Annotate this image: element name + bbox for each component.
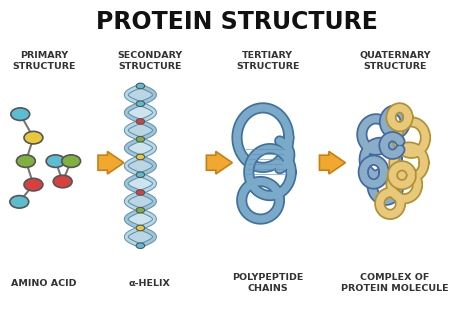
Text: QUATERNARY
STRUCTURE: QUATERNARY STRUCTURE: [359, 51, 430, 71]
Circle shape: [24, 178, 43, 191]
Circle shape: [136, 83, 145, 89]
Text: PRIMARY
STRUCTURE: PRIMARY STRUCTURE: [12, 51, 75, 71]
Text: α-HELIX: α-HELIX: [129, 279, 171, 288]
Text: TERTIARY
STRUCTURE: TERTIARY STRUCTURE: [236, 51, 300, 71]
Circle shape: [136, 225, 145, 231]
Circle shape: [46, 155, 65, 167]
Circle shape: [136, 101, 145, 106]
Circle shape: [10, 196, 29, 208]
Circle shape: [136, 137, 145, 142]
Text: AMINO ACID: AMINO ACID: [11, 279, 76, 288]
FancyArrow shape: [206, 151, 232, 174]
Circle shape: [53, 175, 72, 188]
FancyArrow shape: [319, 151, 346, 174]
Circle shape: [136, 172, 145, 178]
Circle shape: [62, 155, 81, 167]
Text: POLYPEPTIDE
CHAINS: POLYPEPTIDE CHAINS: [232, 273, 303, 293]
Circle shape: [136, 243, 145, 248]
Text: SECONDARY
STRUCTURE: SECONDARY STRUCTURE: [117, 51, 182, 71]
Text: PROTEIN STRUCTURE: PROTEIN STRUCTURE: [96, 10, 378, 34]
Circle shape: [11, 108, 30, 120]
Text: COMPLEX OF
PROTEIN MOLECULE: COMPLEX OF PROTEIN MOLECULE: [341, 273, 449, 293]
FancyArrow shape: [98, 151, 124, 174]
Circle shape: [17, 155, 36, 167]
Circle shape: [136, 190, 145, 195]
Circle shape: [136, 154, 145, 160]
Circle shape: [24, 131, 43, 144]
Circle shape: [136, 207, 145, 213]
Circle shape: [136, 118, 145, 124]
